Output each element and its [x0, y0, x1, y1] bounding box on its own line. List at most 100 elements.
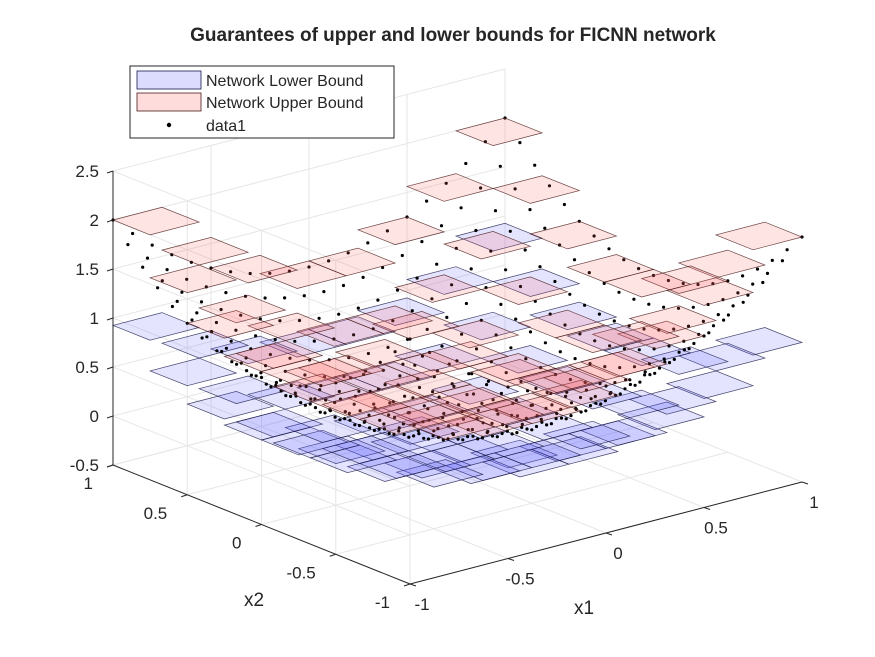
data1-point [741, 274, 745, 278]
data1-point [175, 299, 179, 303]
data1-point [559, 416, 564, 420]
data1-point [141, 265, 145, 269]
tick-labels: -1-0.500.51-1-0.500.51-0.500.511.522.5 [70, 162, 819, 614]
data1-point [687, 347, 691, 351]
data1-point [593, 394, 597, 399]
upper-bound-patch [628, 305, 718, 334]
data1-point [666, 278, 671, 283]
data1-point [461, 417, 465, 421]
x1-tick-label: -0.5 [505, 570, 534, 589]
data1-point [377, 427, 381, 431]
data1-point [617, 290, 621, 294]
data1-point [499, 302, 503, 306]
data1-point [533, 163, 537, 167]
x1-tick-label: -1 [414, 595, 429, 614]
upper-bound-patch [481, 392, 571, 421]
data1-point [731, 304, 735, 308]
legend[interactable]: Network Lower Bound Network Upper Bound … [129, 65, 395, 139]
lower-bound-patch [468, 397, 557, 426]
data1-point [491, 398, 495, 402]
data1-point [235, 362, 239, 366]
x1-tick-label: 0 [613, 544, 622, 563]
lower-bound-patch [591, 389, 680, 419]
data1-point [317, 316, 321, 320]
data1-point [352, 402, 356, 406]
data1-point [608, 344, 612, 348]
data1-point [366, 241, 370, 245]
data1-point [382, 422, 386, 426]
data1-point [205, 335, 209, 339]
grid-line-y [335, 451, 728, 555]
data1-point [219, 307, 223, 312]
data1-point [412, 423, 416, 427]
upper-bound-patch [258, 260, 348, 289]
lower-bound-patch [442, 311, 532, 341]
data1-point [647, 302, 651, 306]
data1-point [385, 229, 389, 233]
data1-point [378, 418, 382, 422]
data1-point [145, 256, 150, 260]
data1-point [229, 270, 233, 274]
data1-point [544, 406, 548, 410]
data1-point [234, 328, 238, 332]
data1-point [785, 248, 789, 252]
upper-bound-patch [491, 175, 581, 204]
data1-point [701, 319, 706, 323]
z-tick-label: 0.5 [75, 358, 99, 377]
data1-point [589, 397, 593, 401]
data1-point [493, 209, 498, 213]
data1-point [200, 336, 204, 340]
upper-bound-patch [432, 387, 522, 416]
data1-point [372, 428, 376, 433]
data1-point [309, 397, 313, 401]
z-tick-label: -0.5 [70, 456, 99, 475]
data1-point [637, 348, 641, 352]
data1-point [549, 422, 554, 426]
data1-point [450, 382, 454, 386]
data1-point [550, 403, 554, 407]
upper-bound-patch [677, 249, 767, 279]
data1-point [422, 436, 426, 440]
data1-point [459, 206, 463, 210]
data1-point [622, 258, 626, 262]
data1-point [383, 383, 387, 387]
data1-point [558, 350, 562, 354]
data1-point [505, 424, 509, 428]
data1-point [543, 226, 547, 230]
data1-point [696, 282, 700, 287]
data1-point [543, 341, 548, 345]
data1-point [490, 434, 495, 438]
data1-point [348, 418, 352, 422]
data1-point [471, 434, 475, 438]
upper-bound-patch [517, 309, 606, 339]
x2-tick-mark [403, 583, 411, 587]
data1-point [500, 431, 504, 436]
upper-bound-patch [111, 206, 201, 236]
data1-point [707, 331, 711, 335]
data1-point [643, 373, 647, 377]
data1-point [598, 381, 602, 386]
data1-point [628, 382, 633, 387]
data1-point [662, 357, 666, 361]
data1-point [274, 380, 278, 385]
data1-point [642, 327, 646, 331]
data1-point [254, 334, 258, 338]
data1-point [528, 330, 533, 334]
lower-bound-patch [405, 266, 495, 295]
lower-bound-patch [395, 459, 484, 488]
data1-point [509, 346, 513, 350]
data1-point [367, 413, 371, 417]
data1-point [451, 432, 455, 436]
data1-point [343, 417, 347, 421]
upper-bound-patch [431, 319, 520, 349]
data1-point [297, 318, 302, 323]
data1-point [534, 424, 539, 429]
data1-point [518, 141, 522, 145]
data1-point [736, 291, 740, 295]
data1-point [199, 300, 204, 304]
legend-swatch-lower-bound [136, 70, 202, 90]
data1-point [440, 344, 444, 348]
data1-point [476, 408, 480, 412]
data1-point [529, 403, 533, 407]
